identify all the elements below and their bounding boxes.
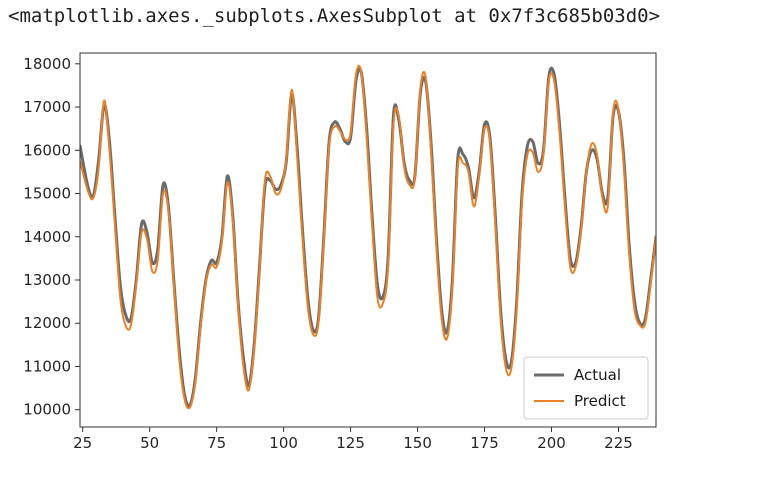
legend-label-actual: Actual <box>574 366 621 384</box>
x-tick-label: 125 <box>336 434 365 452</box>
y-tick-label: 14000 <box>23 228 71 246</box>
plot-frame <box>79 52 657 428</box>
y-tick-label: 11000 <box>23 357 71 375</box>
legend: Actual Predict <box>523 356 649 420</box>
x-tick-label: 225 <box>604 434 633 452</box>
series-line-actual <box>80 66 656 408</box>
y-tick-label: 13000 <box>23 271 71 289</box>
x-tick-label: 100 <box>269 434 298 452</box>
y-tick-label: 17000 <box>23 98 71 116</box>
plot-area <box>80 64 656 410</box>
y-tick-label: 12000 <box>23 314 71 332</box>
y-tick-label: 16000 <box>23 141 71 159</box>
output-repr-text: <matplotlib.axes._subplots.AxesSubplot a… <box>8 5 661 27</box>
y-tick-label: 18000 <box>23 55 71 73</box>
y-tick-label: 10000 <box>23 401 71 419</box>
x-tick-label: 150 <box>403 434 432 452</box>
x-tick-label: 175 <box>470 434 499 452</box>
axes: 25 50 75 100 125 150 175 200 225 10000 11000 12000 1… <box>23 52 657 452</box>
y-tick-label: 15000 <box>23 185 71 203</box>
x-tick-label: 25 <box>73 434 92 452</box>
legend-label-predict: Predict <box>574 392 626 410</box>
legend-box <box>523 356 649 420</box>
x-tick-label: 200 <box>537 434 566 452</box>
x-tick-label: 75 <box>207 434 226 452</box>
series-line-predict <box>80 64 656 410</box>
x-tick-label: 50 <box>140 434 159 452</box>
